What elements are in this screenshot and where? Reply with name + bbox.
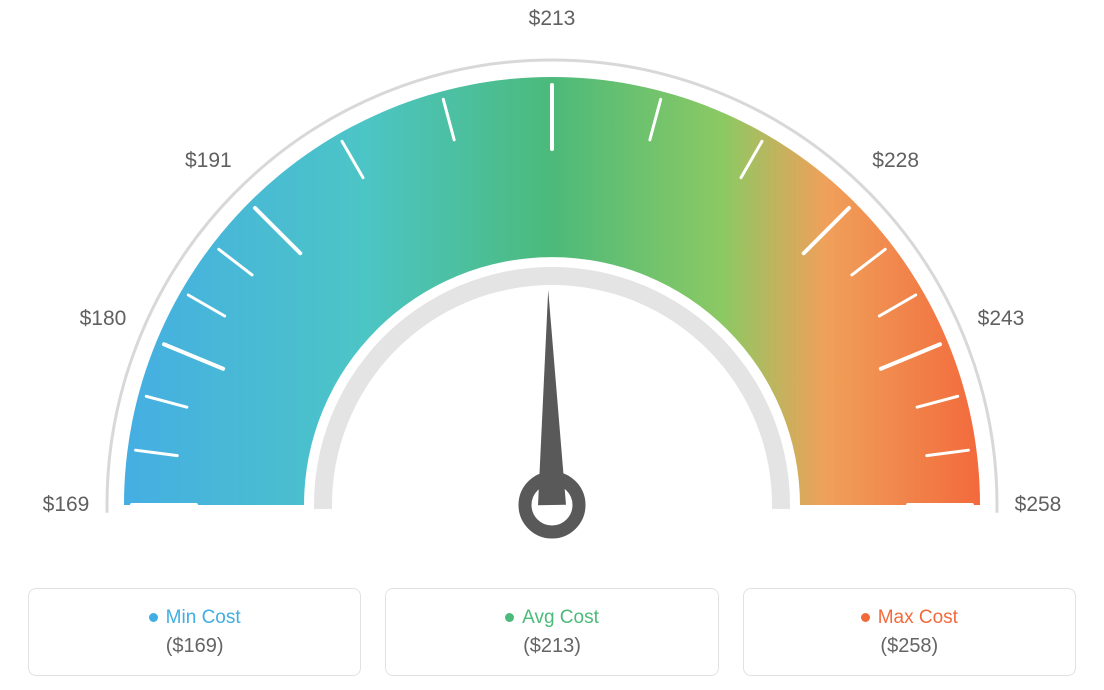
gauge-tick-label: $180: [80, 307, 127, 331]
legend-label: Avg Cost: [522, 607, 599, 629]
legend-value-max: ($258): [880, 635, 938, 658]
legend-row: Min Cost ($169) Avg Cost ($213) Max Cost…: [0, 588, 1104, 676]
legend-card-avg: Avg Cost ($213): [385, 588, 718, 676]
gauge-chart: $169 $180 $191 $213 $228 $243 $258: [0, 0, 1104, 570]
legend-title-max: Max Cost: [861, 607, 958, 629]
legend-value-min: ($169): [166, 635, 224, 658]
dot-icon: [149, 613, 158, 622]
gauge-svg: [0, 0, 1104, 570]
legend-label: Max Cost: [878, 607, 958, 629]
gauge-tick-label: $169: [43, 493, 90, 517]
gauge-tick-label: $228: [872, 149, 919, 173]
legend-title-min: Min Cost: [149, 607, 241, 629]
legend-card-max: Max Cost ($258): [743, 588, 1076, 676]
legend-value-avg: ($213): [523, 635, 581, 658]
gauge-tick-label: $213: [529, 7, 576, 31]
dot-icon: [505, 613, 514, 622]
dot-icon: [861, 613, 870, 622]
legend-label: Min Cost: [166, 607, 241, 629]
gauge-tick-label: $258: [1015, 493, 1062, 517]
legend-title-avg: Avg Cost: [505, 607, 599, 629]
gauge-tick-label: $191: [185, 149, 232, 173]
legend-card-min: Min Cost ($169): [28, 588, 361, 676]
gauge-tick-label: $243: [978, 307, 1025, 331]
